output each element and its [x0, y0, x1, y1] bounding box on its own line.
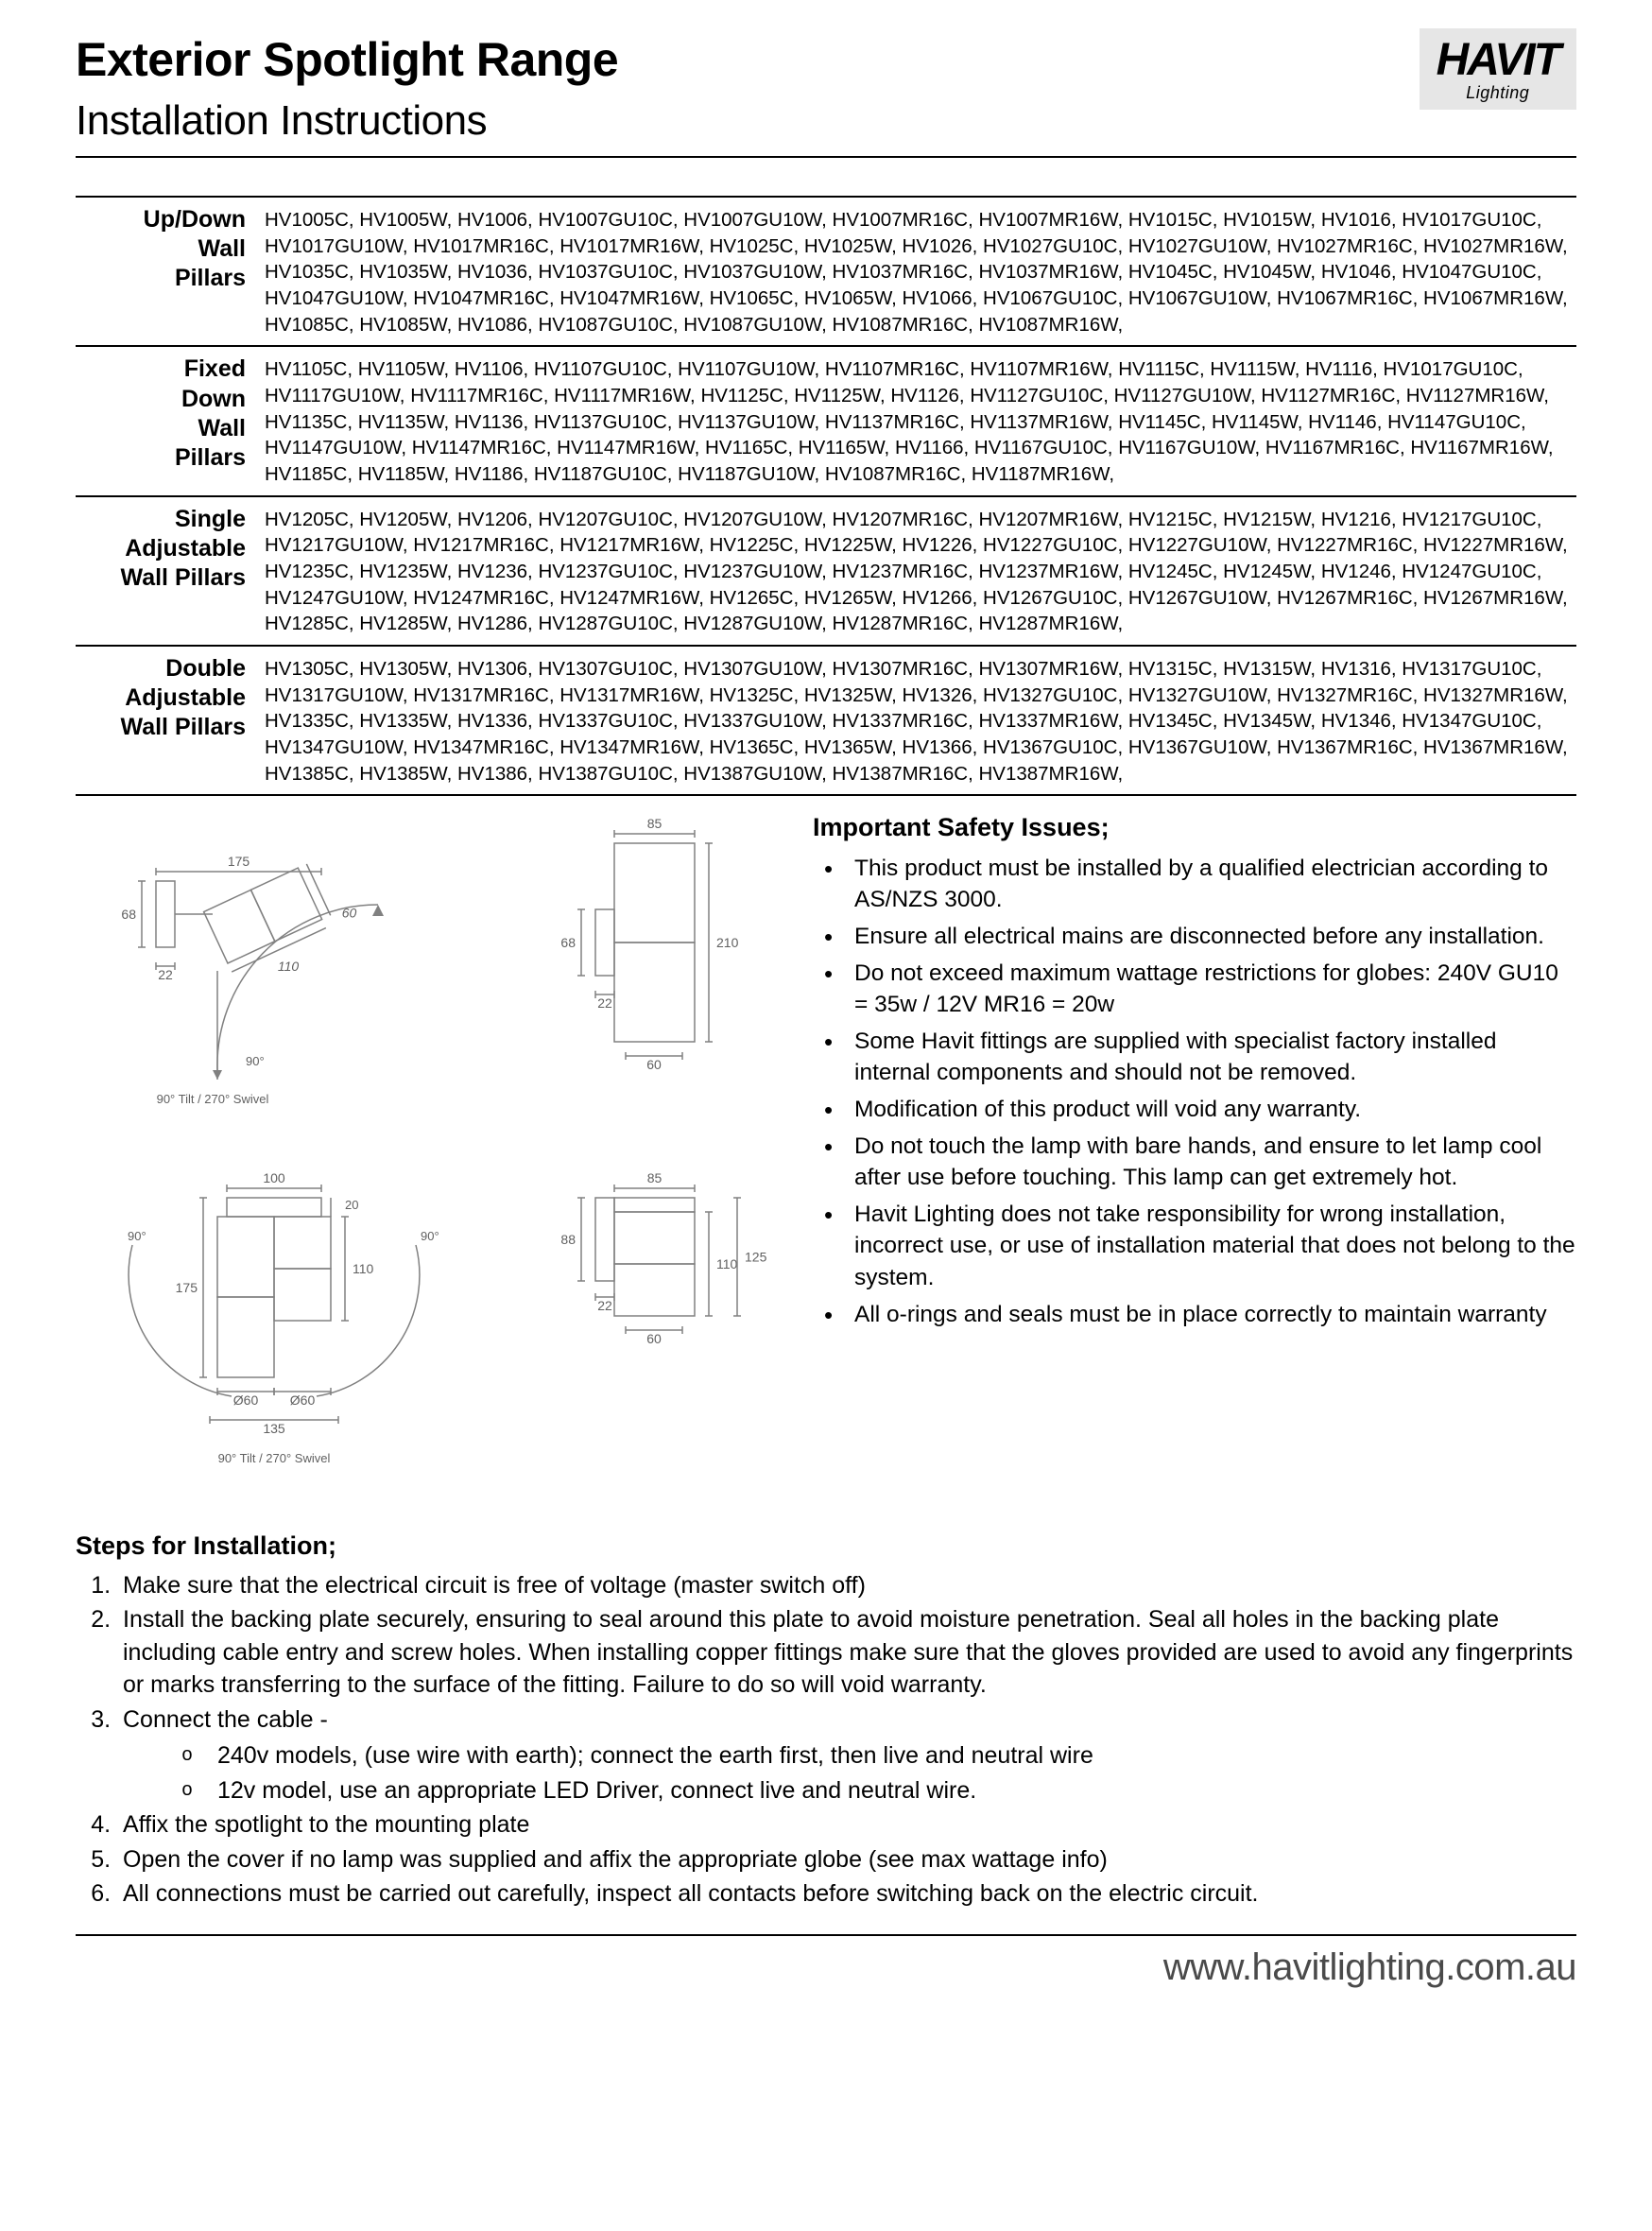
svg-text:110: 110: [716, 1256, 738, 1271]
doc-subtitle: Installation Instructions: [76, 93, 618, 148]
svg-text:90°: 90°: [421, 1229, 439, 1243]
svg-text:100: 100: [263, 1170, 285, 1185]
svg-text:175: 175: [228, 854, 250, 869]
svg-text:60: 60: [646, 1057, 662, 1072]
category-label: FixedDownWallPillars: [76, 355, 265, 487]
svg-text:90°: 90°: [128, 1229, 146, 1243]
category-codes: HV1205C, HV1205W, HV1206, HV1207GU10C, H…: [265, 505, 1576, 637]
safety-heading: Important Safety Issues;: [813, 810, 1576, 844]
category-codes: HV1005C, HV1005W, HV1006, HV1007GU10C, H…: [265, 205, 1576, 337]
logo-brand-text: HAVIT: [1437, 38, 1559, 83]
brand-logo: HAVIT Lighting: [1420, 28, 1576, 110]
svg-text:22: 22: [597, 995, 612, 1011]
svg-text:90°: 90°: [246, 1054, 265, 1068]
safety-item: This product must be installed by a qual…: [813, 853, 1576, 915]
step-item: Affix the spotlight to the mounting plat…: [117, 1808, 1576, 1842]
step-item: Open the cover if no lamp was supplied a…: [117, 1843, 1576, 1876]
category-codes: HV1305C, HV1305W, HV1306, HV1307GU10C, H…: [265, 654, 1576, 787]
svg-text:90° Tilt / 270° Swivel: 90° Tilt / 270° Swivel: [157, 1092, 269, 1106]
category-row: DoubleAdjustableWall PillarsHV1305C, HV1…: [76, 647, 1576, 796]
safety-item: Ensure all electrical mains are disconne…: [813, 921, 1576, 952]
step-sub-item: 12v model, use an appropriate LED Driver…: [123, 1774, 1576, 1807]
svg-text:85: 85: [647, 1170, 663, 1185]
svg-text:Ø60: Ø60: [290, 1392, 316, 1408]
doc-title: Exterior Spotlight Range: [76, 28, 618, 93]
svg-text:60: 60: [342, 906, 357, 921]
svg-text:110: 110: [278, 959, 300, 974]
product-categories: Up/DownWallPillarsHV1005C, HV1005W, HV10…: [76, 198, 1576, 796]
category-row: SingleAdjustableWall PillarsHV1205C, HV1…: [76, 497, 1576, 647]
svg-text:90° Tilt / 270° Swivel: 90° Tilt / 270° Swivel: [218, 1451, 331, 1465]
step-item: Install the backing plate securely, ensu…: [117, 1603, 1576, 1702]
svg-text:210: 210: [716, 935, 739, 950]
safety-item: Some Havit fittings are supplied with sp…: [813, 1026, 1576, 1088]
category-codes: HV1105C, HV1105W, HV1106, HV1107GU10C, H…: [265, 355, 1576, 487]
svg-text:68: 68: [560, 935, 576, 950]
category-label: DoubleAdjustableWall Pillars: [76, 654, 265, 787]
step-item: Connect the cable -240v models, (use wir…: [117, 1704, 1576, 1807]
svg-text:88: 88: [560, 1232, 576, 1247]
svg-text:135: 135: [263, 1421, 285, 1436]
svg-text:68: 68: [121, 907, 136, 922]
step-item: Make sure that the electrical circuit is…: [117, 1569, 1576, 1602]
steps-section: Steps for Installation; Make sure that t…: [76, 1529, 1576, 1910]
technical-diagrams: 90° 175 68 22 110 60 90° Tilt / 270° Swivel 85 2…: [76, 810, 803, 1500]
safety-item: Do not exceed maximum wattage restrictio…: [813, 958, 1576, 1020]
category-label: Up/DownWallPillars: [76, 205, 265, 337]
svg-text:22: 22: [158, 967, 173, 982]
divider: [76, 1934, 1576, 1936]
steps-heading: Steps for Installation;: [76, 1529, 1576, 1563]
safety-item: Do not touch the lamp with bare hands, a…: [813, 1131, 1576, 1193]
svg-text:20: 20: [345, 1198, 358, 1212]
step-sub-item: 240v models, (use wire with earth); conn…: [123, 1739, 1576, 1773]
svg-text:175: 175: [176, 1280, 198, 1295]
safety-item: All o-rings and seals must be in place c…: [813, 1299, 1576, 1330]
header: Exterior Spotlight Range Installation In…: [76, 28, 1576, 158]
step-item: All connections must be carried out care…: [117, 1877, 1576, 1911]
svg-text:22: 22: [597, 1298, 612, 1313]
footer-url: www.havitlighting.com.au: [76, 1942, 1576, 1993]
safety-list: This product must be installed by a qual…: [813, 853, 1576, 1330]
svg-text:85: 85: [647, 816, 663, 831]
category-row: Up/DownWallPillarsHV1005C, HV1005W, HV10…: [76, 198, 1576, 347]
safety-item: Havit Lighting does not take responsibil…: [813, 1199, 1576, 1292]
svg-text:125: 125: [745, 1250, 767, 1265]
category-label: SingleAdjustableWall Pillars: [76, 505, 265, 637]
svg-text:Ø60: Ø60: [233, 1392, 259, 1408]
title-block: Exterior Spotlight Range Installation In…: [76, 28, 618, 148]
svg-text:110: 110: [353, 1261, 374, 1276]
svg-text:60: 60: [646, 1331, 662, 1346]
steps-list: Make sure that the electrical circuit is…: [76, 1569, 1576, 1911]
safety-item: Modification of this product will void a…: [813, 1094, 1576, 1125]
safety-section: Important Safety Issues; This product mu…: [803, 810, 1576, 1500]
category-row: FixedDownWallPillarsHV1105C, HV1105W, HV…: [76, 347, 1576, 496]
